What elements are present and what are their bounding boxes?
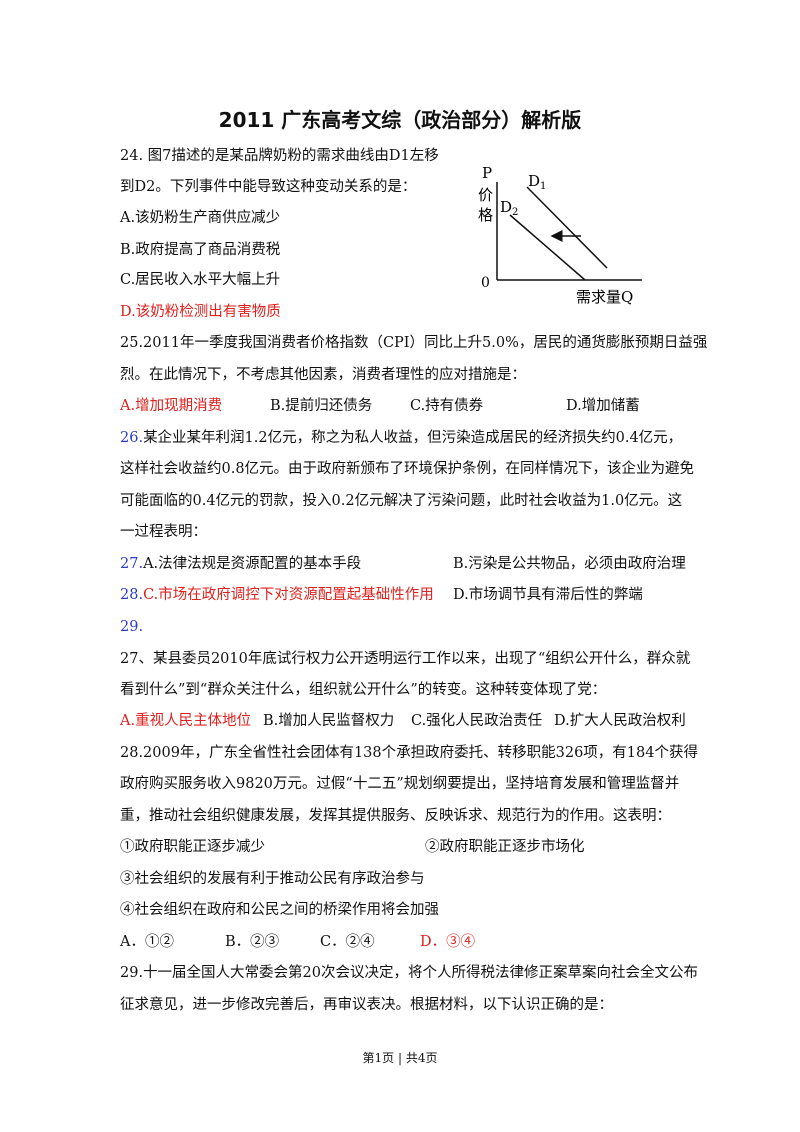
axis-label: 需求量Q — [576, 288, 633, 306]
axis-label: 价 — [478, 186, 493, 204]
curve-d1 — [526, 186, 608, 269]
stem-line: 看到什么”到“群众关注什么，组织就公开什么”的转变。这种转变体现了党： — [120, 682, 607, 698]
stem-line: 这样社会收益约0.8亿元。由于政府新颁布了环境保护条例，在同样情况下，该企业为避… — [120, 461, 695, 477]
option: C.强化人民政治责任 — [411, 713, 543, 729]
curve-label: D1 — [528, 172, 546, 192]
stem-line: 征求意见，进一步修改完善后，再审议表决。根据材料，以下认识正确的是： — [120, 997, 613, 1013]
option: B.增加人民监督权力 — [263, 713, 395, 729]
option: A．①② — [120, 934, 174, 950]
subscript: 1 — [540, 181, 546, 192]
stem-line: 可能面临的0.4亿元的罚款，投入0.2亿元解决了污染问题，此时社会收益为1.0亿… — [120, 493, 683, 509]
stem-line: 烈。在此情况下，不考虑其他因素，消费者理性的应对措施是： — [120, 367, 526, 383]
stem-text: 某企业某年利润1.2亿元，称之为私人收益，但污染造成居民的经济损失约0.4亿元， — [143, 430, 683, 446]
option: B.政府提高了商品消费税 — [120, 242, 281, 258]
option: C.居民收入水平大幅上升 — [120, 272, 281, 288]
curve-d2 — [509, 214, 586, 281]
option: D.市场调节具有滞后性的弊端 — [453, 587, 643, 603]
option-answer: D.该奶粉检测出有害物质 — [120, 304, 281, 320]
subscript: 2 — [512, 207, 518, 218]
stem-line: 25.2011年一季度我国消费者价格指数（CPI）同比上升5.0%，居民的通货膨… — [120, 335, 708, 351]
stem-line: 24. 图7描述的是某品牌奶粉的需求曲线由D1左移 — [120, 148, 439, 164]
stem-line: 27、某县委员2010年底试行权力公开透明运行工作以来，出现了“组织公开什么，群… — [120, 651, 691, 667]
stem-line: 28.2009年，广东全省性社会团体有138个承担政府委托、转移职能326项，有… — [120, 745, 698, 761]
question-number: 28. — [120, 587, 144, 603]
option: D.扩大人民政治权利 — [554, 713, 686, 729]
question-number: 27. — [120, 556, 144, 572]
option: A.该奶粉生产商供应减少 — [120, 210, 281, 226]
page-footer: 第1页 | 共4页 — [362, 1051, 438, 1065]
option-answer: D．③④ — [420, 934, 476, 950]
stem-line: 一过程表明： — [120, 524, 207, 540]
option: 28.C.市场在政府调控下对资源配置起基础性作用 — [120, 585, 434, 605]
option: D.增加储蓄 — [566, 398, 640, 414]
question-number: 29. — [120, 619, 144, 635]
curve-label: D — [528, 172, 540, 190]
option: C.持有债券 — [410, 398, 484, 414]
stem-line: 重，推动社会组织健康发展，发挥其提供服务、反映诉求、规范行为的作用。这表明： — [120, 808, 671, 824]
axis-label: 格 — [478, 206, 493, 224]
doc-title: 2011 广东高考文综（政治部分）解析版 — [218, 108, 582, 132]
option: B.提前归还债务 — [270, 398, 373, 414]
option: B．②③ — [225, 934, 280, 950]
option-text: A.法律法规是资源配置的基本手段 — [143, 556, 362, 572]
stem-line: 26.某企业某年利润1.2亿元，称之为私人收益，但污染造成居民的经济损失约0.4… — [120, 428, 682, 448]
statement: ①政府职能正逐步减少 — [120, 839, 265, 855]
stem-line: 到D2。下列事件中能导致这种变动关系的是： — [120, 179, 417, 195]
option: C．②④ — [320, 934, 375, 950]
question-number: 26. — [120, 430, 144, 446]
curve-label: D — [500, 198, 512, 216]
curve-label: D2 — [500, 198, 518, 218]
option-answer: A.增加现期消费 — [120, 398, 223, 414]
statement: ②政府职能正逐步市场化 — [425, 839, 585, 855]
axis-label: P — [482, 164, 492, 182]
option: 27.A.法律法规是资源配置的基本手段 — [120, 554, 361, 574]
stem-line: 政府购买服务收入9820万元。过假“十二五”规划纲要提出，坚持培育发展和管理监督… — [120, 776, 680, 792]
statement: ④社会组织在政府和公民之间的桥梁作用将会加强 — [120, 902, 439, 918]
option-answer: A.重视人民主体地位 — [120, 713, 252, 729]
option: B.污染是公共物品，必须由政府治理 — [453, 556, 686, 572]
origin-label: 0 — [481, 275, 490, 291]
statement: ③社会组织的发展有利于推动公民有序政治参与 — [120, 871, 425, 887]
stem-line: 29.十一届全国人大常委会第20次会议决定，将个人所得税法律修正案草案向社会全文… — [120, 965, 699, 981]
option-answer: C.市场在政府调控下对资源配置起基础性作用 — [143, 587, 434, 603]
demand-figure: P 价 格 D1 D2 0 需求量Q — [478, 164, 642, 306]
